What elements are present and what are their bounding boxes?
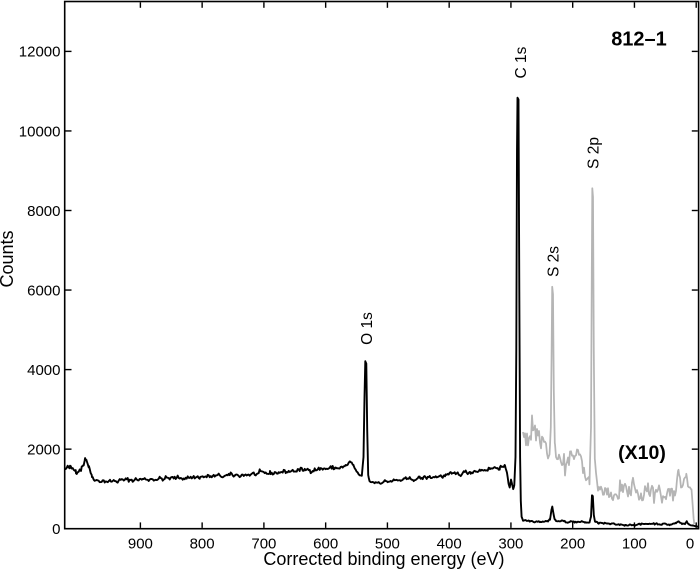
svg-text:200: 200 <box>560 536 585 553</box>
svg-text:8000: 8000 <box>27 203 60 220</box>
svg-text:800: 800 <box>190 536 215 553</box>
svg-text:600: 600 <box>313 536 338 553</box>
svg-text:500: 500 <box>375 536 400 553</box>
svg-text:(X10): (X10) <box>618 442 666 464</box>
svg-text:Corrected binding energy (eV): Corrected binding energy (eV) <box>263 549 504 569</box>
svg-text:900: 900 <box>128 536 153 553</box>
svg-text:400: 400 <box>437 536 462 553</box>
svg-text:4000: 4000 <box>27 362 60 379</box>
svg-text:300: 300 <box>498 536 523 553</box>
svg-text:812–1: 812–1 <box>611 29 667 51</box>
svg-text:100: 100 <box>622 536 647 553</box>
svg-text:6000: 6000 <box>27 282 60 299</box>
svg-text:0: 0 <box>52 521 60 538</box>
svg-text:C 1s: C 1s <box>513 46 530 78</box>
svg-text:Counts: Counts <box>0 230 17 287</box>
svg-text:0: 0 <box>686 536 694 553</box>
svg-text:12000: 12000 <box>19 44 61 61</box>
svg-text:O 1s: O 1s <box>359 312 376 345</box>
svg-text:S 2p: S 2p <box>585 137 602 169</box>
svg-text:700: 700 <box>251 536 276 553</box>
svg-text:10000: 10000 <box>19 123 61 140</box>
svg-text:S 2s: S 2s <box>545 246 562 277</box>
svg-text:2000: 2000 <box>27 442 60 459</box>
